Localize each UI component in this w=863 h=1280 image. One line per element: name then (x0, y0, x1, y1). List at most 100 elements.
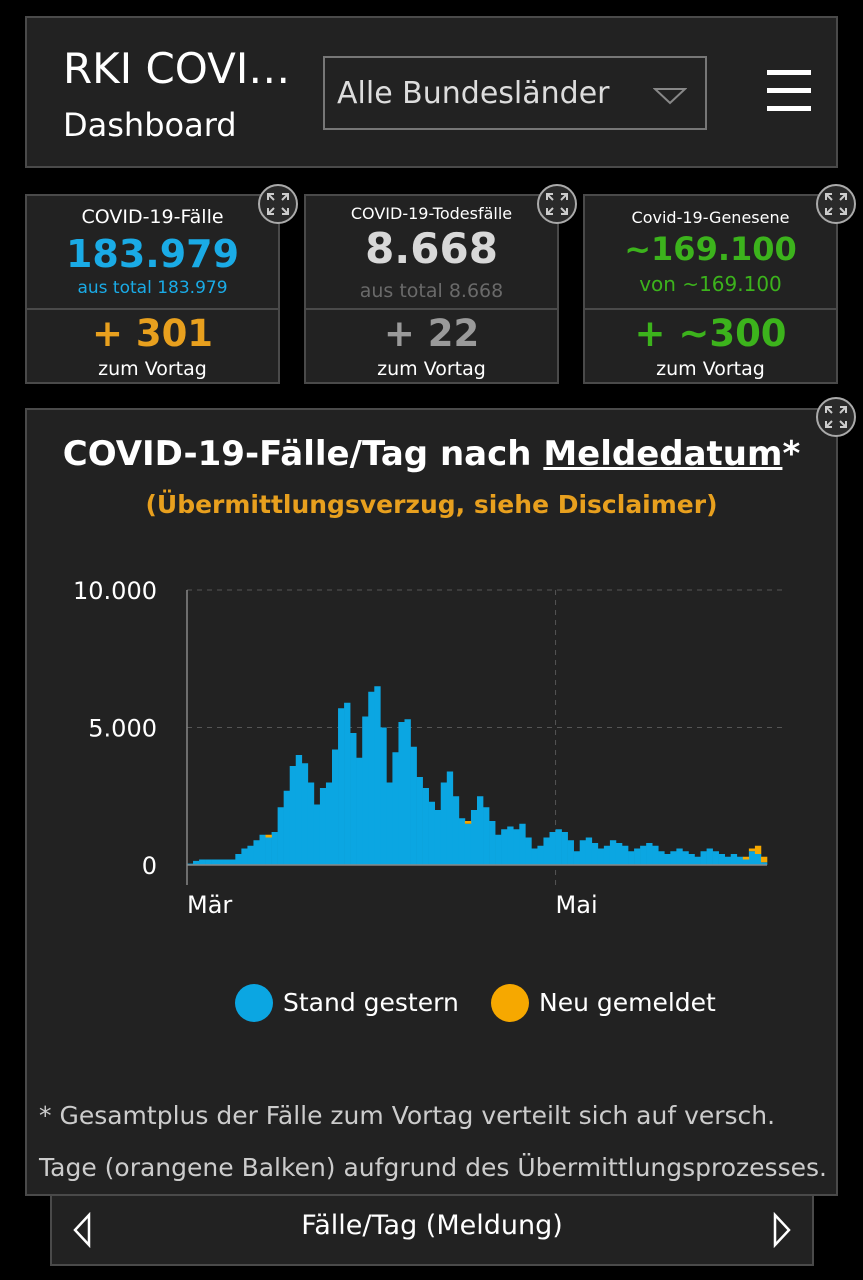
bar-Stand gestern (428, 801, 436, 865)
header-bar: RKI COVI… Dashboard Alle Bundesländer (25, 16, 838, 168)
legend-swatch (235, 984, 273, 1022)
bar-Stand gestern (513, 829, 520, 865)
bar-Stand gestern (319, 788, 327, 865)
bar-Stand gestern (537, 845, 544, 865)
bar-Stand gestern (356, 757, 363, 865)
kpi-deaths-value: 8.668 (365, 224, 498, 273)
bar-Stand gestern (271, 832, 278, 865)
kpi-cases-value: 183.979 (65, 232, 240, 276)
chart-title-suffix: * (782, 434, 801, 474)
hamburger-icon (767, 70, 811, 75)
bar-Stand gestern (519, 823, 526, 865)
kpi-deaths-delta: + 22 (383, 312, 480, 355)
bar-Stand gestern (229, 859, 236, 865)
bar-Stand gestern (332, 749, 339, 865)
bar-Stand gestern (477, 796, 484, 865)
chevron-left-icon (73, 1212, 91, 1248)
bar-Stand gestern (585, 837, 593, 865)
bar-Stand gestern (464, 823, 472, 865)
bar-Stand gestern (235, 854, 242, 865)
bar-Stand gestern (730, 854, 738, 865)
y-tick-label: 5.000 (88, 715, 157, 743)
bar-Stand gestern (199, 859, 206, 865)
bar-Stand gestern (223, 859, 230, 865)
legend-swatch (491, 984, 529, 1022)
bar-Stand gestern (718, 854, 726, 865)
expand-icon (546, 193, 568, 215)
bar-Stand gestern (694, 856, 701, 865)
region-select[interactable]: Alle Bundesländer (323, 56, 707, 130)
bar-Stand gestern (446, 771, 454, 865)
previous-chart-button[interactable] (72, 1212, 92, 1248)
bar-Stand gestern (374, 686, 381, 865)
bar-Stand gestern (283, 790, 291, 865)
kpi-deaths-top: COVID-19-Todesfälle 8.668 aus total 8.66… (306, 196, 557, 308)
chart-title: COVID-19-Fälle/Tag nach Meldedatum* (27, 434, 836, 474)
bar-Stand gestern (652, 845, 659, 865)
bar-Neu gemeldet (754, 845, 762, 854)
bar-Stand gestern (748, 851, 756, 865)
chart-subtitle[interactable]: (Übermittlungsverzug, siehe Disclaimer) (145, 490, 718, 519)
bar-Stand gestern (688, 854, 695, 865)
bar-Stand gestern (241, 848, 248, 865)
expand-icon (825, 193, 847, 215)
bar-Stand gestern (531, 848, 538, 865)
expand-recovered-button[interactable] (816, 184, 856, 224)
chevron-down-icon (653, 88, 687, 105)
bar-Stand gestern (470, 810, 478, 865)
bar-Stand gestern (754, 854, 762, 865)
expand-chart-button[interactable] (816, 397, 856, 437)
bar-Stand gestern (628, 851, 635, 865)
bar-Stand gestern (422, 788, 429, 865)
bar-Stand gestern (609, 840, 617, 865)
bar-Stand gestern (410, 746, 417, 865)
bar-Neu gemeldet (760, 856, 768, 863)
bar-chart: 0 5.000 10.000 Mär Mai (73, 577, 787, 919)
bar-Stand gestern (615, 843, 623, 865)
bar-Stand gestern (676, 848, 683, 865)
legend-label: Stand gestern (283, 988, 459, 1017)
bar-Stand gestern (567, 840, 574, 865)
menu-button[interactable] (767, 70, 813, 114)
x-tick-label: Mär (187, 891, 232, 919)
kpi-recovered-delta-label: zum Vortag (656, 358, 765, 380)
bar-Stand gestern (483, 807, 490, 865)
bar-Stand gestern (211, 859, 218, 865)
expand-icon (267, 193, 289, 215)
expand-deaths-button[interactable] (537, 184, 577, 224)
bar-Stand gestern (543, 837, 550, 865)
kpi-recovered-bottom: + ~300 zum Vortag (585, 308, 836, 386)
kpi-cases-bottom: + 301 zum Vortag (27, 308, 278, 386)
x-tick-label: Mai (556, 891, 598, 919)
bar-Stand gestern (561, 832, 568, 865)
bar-Stand gestern (458, 818, 466, 865)
bar-Stand gestern (295, 755, 303, 865)
kpi-cases-delta-label: zum Vortag (98, 358, 207, 380)
next-chart-button[interactable] (772, 1212, 792, 1248)
kpi-cases-top: COVID-19-Fälle 183.979 aus total 183.979 (27, 196, 278, 308)
bar-Stand gestern (259, 834, 266, 865)
bar-Stand gestern (440, 782, 448, 865)
bar-Stand gestern (573, 851, 581, 865)
expand-cases-button[interactable] (258, 184, 298, 224)
bar-Stand gestern (634, 848, 641, 865)
bar-Stand gestern (338, 708, 345, 865)
kpi-cases-delta: + 301 (91, 312, 214, 355)
chart-navigator: Fälle/Tag (Meldung) (50, 1196, 814, 1266)
bar-Stand gestern (205, 859, 212, 865)
app-subtitle: Dashboard (63, 106, 237, 144)
bar-Stand gestern (525, 837, 532, 865)
chart-footnote: * Gesamtplus der Fälle zum Vortag vertei… (39, 1101, 827, 1182)
kpi-deaths-title: COVID-19-Todesfälle (350, 204, 513, 223)
bar-Stand gestern (265, 837, 272, 865)
kpi-recovered-total: von ~169.100 (639, 272, 782, 296)
bar-Stand gestern (646, 843, 653, 865)
bar-Stand gestern (742, 859, 750, 865)
bar-Stand gestern (452, 796, 460, 865)
bar-Stand gestern (344, 702, 351, 865)
hamburger-line (767, 88, 811, 93)
chart-title-link[interactable]: Meldedatum (543, 434, 783, 474)
bar-Stand gestern (434, 810, 442, 865)
bar-Stand gestern (579, 840, 587, 865)
bar-Neu gemeldet (742, 856, 750, 860)
